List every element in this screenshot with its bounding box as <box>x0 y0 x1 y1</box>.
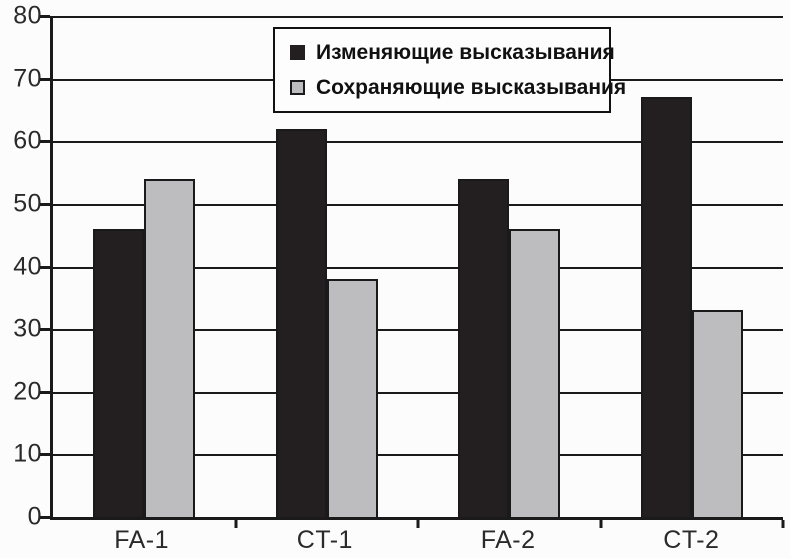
x-tick-1 <box>234 520 237 528</box>
legend-item-series2: Сохраняющие высказывания <box>290 76 626 100</box>
series2-swatch-icon <box>290 80 305 95</box>
x-category-label-FA-2: FA-2 <box>480 526 536 554</box>
y-tick-label-20: 20 <box>13 377 42 406</box>
bar-CT-1-series2 <box>326 279 378 517</box>
y-tick-20 <box>40 390 50 394</box>
gridline-40 <box>53 266 783 269</box>
x-tick-4 <box>781 520 785 528</box>
x-axis-labels: FA-1 CT-1 FA-2 CT-2 <box>50 526 783 555</box>
bar-FA-1-series2 <box>144 178 196 517</box>
bar-FA-2-series2 <box>509 228 561 517</box>
legend-label-series2: Сохраняющие высказывания <box>316 75 627 99</box>
gridline-20 <box>53 391 783 394</box>
y-tick-label-80: 80 <box>13 1 42 30</box>
y-tick-80 <box>40 15 50 18</box>
gridline-30 <box>53 329 783 332</box>
x-tick-2 <box>416 520 420 528</box>
y-axis-labels: 0 10 20 30 40 50 60 70 80 <box>0 2 42 531</box>
bar-CT-2-series1 <box>640 97 692 517</box>
bar-FA-1-series1 <box>93 228 145 517</box>
y-tick-30 <box>40 328 50 332</box>
y-tick-70 <box>40 77 50 81</box>
bar-groups <box>53 16 783 517</box>
gridline-50 <box>53 203 783 206</box>
y-tick-10 <box>40 453 50 457</box>
y-tick-label-10: 10 <box>13 439 42 468</box>
bar-CT-1-series1 <box>275 128 327 517</box>
gridline-60 <box>53 141 783 144</box>
bar-group-FA-2 <box>418 16 601 517</box>
y-tick-50 <box>40 202 50 206</box>
gridline-10 <box>53 454 783 457</box>
bar-CT-2-series2 <box>691 310 743 517</box>
x-category-label-CT-2: CT-2 <box>663 526 720 554</box>
legend-item-series1: Изменяющие высказывания <box>290 41 615 65</box>
y-tick-label-70: 70 <box>13 64 42 93</box>
y-tick-label-30: 30 <box>13 314 42 343</box>
y-tick-label-50: 50 <box>13 189 42 218</box>
y-tick-label-0: 0 <box>27 502 42 531</box>
x-tick-3 <box>599 520 602 528</box>
x-category-label-FA-1: FA-1 <box>114 526 170 554</box>
bar-group-CT-2 <box>601 16 784 517</box>
y-tick-0 <box>40 516 50 519</box>
gridline-80 <box>53 16 783 18</box>
y-tick-40 <box>40 265 50 269</box>
y-tick-label-60: 60 <box>13 126 42 155</box>
series1-swatch-icon <box>290 45 305 60</box>
y-tick-label-40: 40 <box>13 252 42 280</box>
bar-FA-2-series1 <box>458 178 510 517</box>
plot-area: Изменяющие высказывания Сохраняющие выск… <box>40 15 785 528</box>
y-tick-60 <box>40 140 50 144</box>
legend: Изменяющие высказывания Сохраняющие выск… <box>273 27 626 113</box>
legend-label-series1: Изменяющие высказывания <box>316 40 615 64</box>
x-category-label-CT-1: CT-1 <box>296 526 353 554</box>
bar-group-CT-1 <box>236 16 419 517</box>
bar-group-FA-1 <box>53 16 236 517</box>
